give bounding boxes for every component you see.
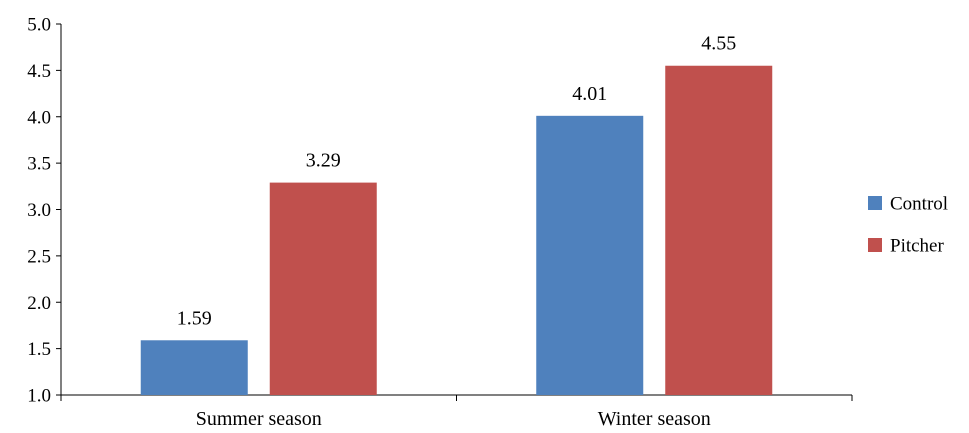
y-tick-label: 2.5 bbox=[27, 246, 51, 267]
data-label: 4.55 bbox=[701, 33, 736, 55]
y-tick-label: 3.5 bbox=[27, 154, 51, 175]
y-tick-label: 4.0 bbox=[27, 107, 51, 128]
y-axis: 1.0 1.5 2.0 2.5 3.0 3.5 4.0 4.5 5.0 bbox=[27, 15, 62, 407]
legend-label: Control bbox=[890, 194, 948, 215]
x-category-label: Summer season bbox=[196, 408, 322, 430]
legend: Control Pitcher bbox=[868, 194, 948, 257]
y-tick-label: 1.0 bbox=[27, 386, 51, 407]
data-label: 4.01 bbox=[572, 83, 607, 105]
legend-label: Pitcher bbox=[890, 236, 944, 257]
bar-pitcher bbox=[665, 65, 773, 396]
bar-control bbox=[536, 115, 644, 395]
y-tick-label: 4.5 bbox=[27, 61, 51, 82]
bar-pitcher bbox=[269, 182, 377, 395]
bar-control bbox=[140, 340, 248, 395]
data-labels: 1.59 3.29 4.01 4.55 bbox=[177, 33, 737, 330]
y-tick-label: 5.0 bbox=[27, 15, 51, 36]
x-category-label: Winter season bbox=[598, 408, 711, 430]
legend-swatch-control bbox=[868, 196, 882, 210]
y-tick-label: 2.0 bbox=[27, 293, 51, 314]
legend-swatch-pitcher bbox=[868, 238, 882, 252]
data-label: 1.59 bbox=[177, 307, 212, 329]
y-tick-label: 1.5 bbox=[27, 339, 51, 360]
bars bbox=[140, 65, 773, 396]
x-axis: Summer season Winter season bbox=[60, 394, 853, 430]
y-tick-label: 3.0 bbox=[27, 200, 51, 221]
data-label: 3.29 bbox=[306, 150, 341, 172]
